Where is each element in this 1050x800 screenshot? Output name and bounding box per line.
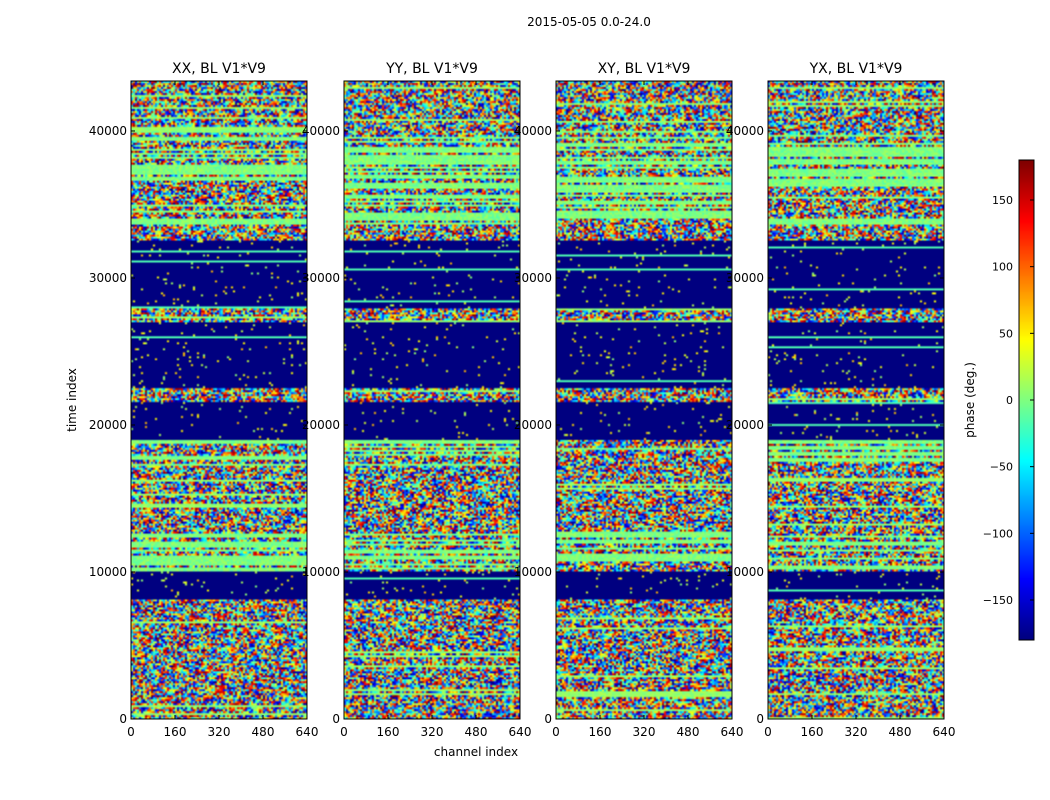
y-tick-label: 0 (332, 712, 340, 726)
y-tick-label: 40000 (726, 124, 764, 138)
x-tick-label: 0 (127, 725, 135, 739)
panel-1: XX, BL V1*V9 0 160 320 480 640 0 10000 20000 3000… (89, 61, 319, 739)
x-tick-label: 0 (764, 725, 772, 739)
figure-suptitle: 2015-05-05 0.0-24.0 (527, 15, 651, 29)
colorbar-tick-label: 100 (992, 261, 1013, 274)
x-tick-label: 320 (845, 725, 868, 739)
colorbar-tick-label: 150 (992, 194, 1013, 207)
y-tick-label: 30000 (726, 271, 764, 285)
y-tick-label: 10000 (302, 565, 340, 579)
colorbar-tick-label: −100 (983, 527, 1013, 540)
x-tick-label: 160 (164, 725, 187, 739)
y-tick-label: 40000 (514, 124, 552, 138)
y-tick-label: 30000 (302, 271, 340, 285)
panel-title: XY, BL V1*V9 (598, 61, 691, 77)
y-tick-label: 10000 (726, 565, 764, 579)
panel-4: YX, BL V1*V9 0 160 320 480 640 0 10000 20000 3000… (726, 61, 956, 739)
y-axis-label: time index (65, 368, 79, 432)
colorbar: −150 −100 −50 0 50 100 150 (983, 159, 1035, 641)
y-tick-label: 20000 (726, 418, 764, 432)
x-tick-label: 640 (296, 725, 319, 739)
x-tick-label: 320 (633, 725, 656, 739)
x-tick-label: 320 (421, 725, 444, 739)
x-tick-label: 160 (589, 725, 612, 739)
colorbar-tick-label: −150 (983, 594, 1013, 607)
y-tick-label: 30000 (514, 271, 552, 285)
colorbar-tick-label: 0 (1006, 394, 1013, 407)
panel-3: XY, BL V1*V9 0 160 320 480 640 0 10000 20000 3000… (514, 61, 744, 739)
heatmap-image (556, 81, 732, 719)
y-tick-label: 20000 (302, 418, 340, 432)
y-tick-label: 40000 (302, 124, 340, 138)
x-axis-label: channel index (434, 745, 518, 759)
x-tick-label: 480 (465, 725, 488, 739)
y-tick-label: 20000 (89, 418, 127, 432)
x-tick-label: 640 (721, 725, 744, 739)
panel-2: YY, BL V1*V9 0 160 320 480 640 0 10000 20000 3000… (302, 61, 532, 739)
colorbar-label: phase (deg.) (963, 362, 977, 438)
heatmap-image (344, 81, 520, 719)
x-tick-label: 480 (889, 725, 912, 739)
heatmap-image (768, 81, 944, 719)
x-tick-label: 640 (933, 725, 956, 739)
y-tick-label: 0 (119, 712, 127, 726)
x-tick-label: 480 (677, 725, 700, 739)
y-tick-label: 20000 (514, 418, 552, 432)
panels: XX, BL V1*V9 0 160 320 480 640 0 10000 20000 3000… (89, 61, 956, 739)
y-tick-label: 0 (544, 712, 552, 726)
panel-title: YY, BL V1*V9 (385, 61, 478, 77)
x-tick-label: 160 (801, 725, 824, 739)
colorbar-tick-label: 50 (999, 327, 1013, 340)
x-tick-label: 320 (208, 725, 231, 739)
y-tick-label: 0 (756, 712, 764, 726)
y-tick-label: 10000 (89, 565, 127, 579)
x-tick-label: 160 (377, 725, 400, 739)
x-tick-label: 0 (552, 725, 560, 739)
heatmap-image (131, 81, 307, 719)
x-tick-label: 640 (509, 725, 532, 739)
x-tick-label: 0 (340, 725, 348, 739)
colorbar-gradient (1019, 160, 1034, 640)
y-tick-label: 40000 (89, 124, 127, 138)
panel-title: XX, BL V1*V9 (172, 61, 266, 77)
colorbar-tick-label: −50 (990, 461, 1013, 474)
y-tick-label: 10000 (514, 565, 552, 579)
x-tick-label: 480 (252, 725, 275, 739)
y-tick-label: 30000 (89, 271, 127, 285)
panel-title: YX, BL V1*V9 (809, 61, 903, 77)
